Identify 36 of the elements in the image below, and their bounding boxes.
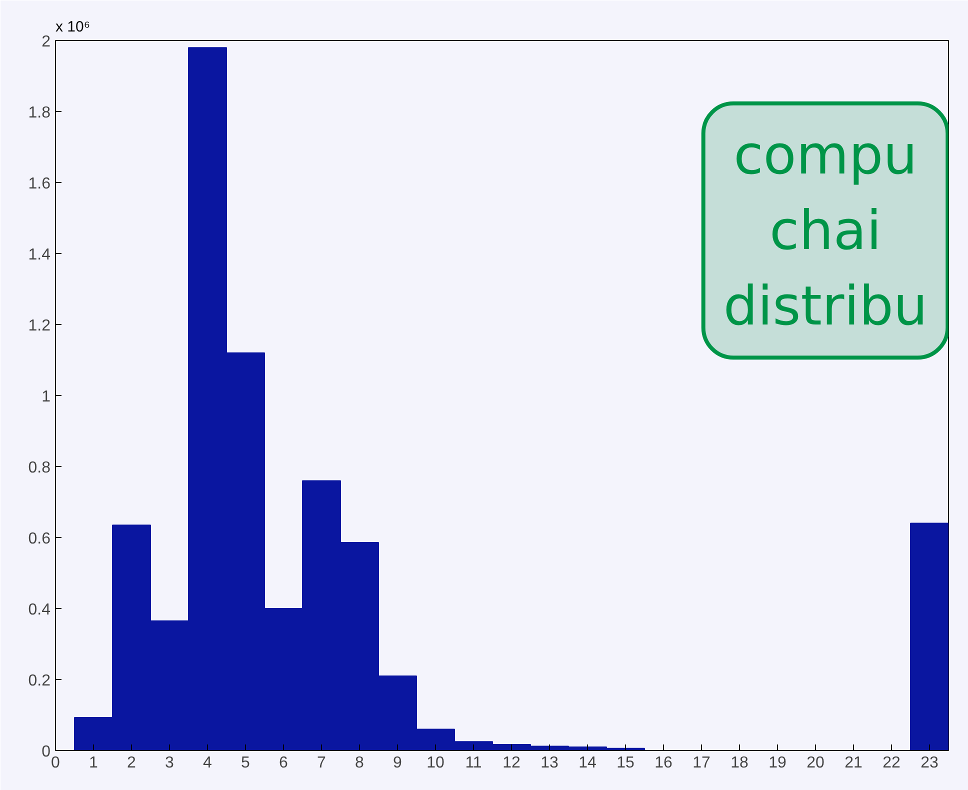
annotation: compu chai distribu <box>723 123 928 338</box>
x-tick-label: 23 <box>920 754 938 772</box>
x-tick-label: 11 <box>465 754 482 772</box>
x-tick-label: 5 <box>241 754 250 772</box>
y-tick-label: 2 <box>42 34 51 50</box>
y-tick-label: 1 <box>42 388 51 406</box>
x-tick-label: 10 <box>426 754 444 772</box>
y-tick-label: 1.6 <box>28 176 51 192</box>
x-tick-label: 2 <box>127 754 136 772</box>
x-tick-label: 15 <box>616 754 634 772</box>
y-tick-label: 1.8 <box>28 104 51 122</box>
x-tick-label: 19 <box>768 754 786 772</box>
y-tick-label: 1.4 <box>28 246 51 264</box>
x-tick-label: 1 <box>89 754 98 772</box>
x-tick-label: 22 <box>882 754 900 772</box>
x-tick-label: 6 <box>279 754 288 772</box>
x-tick-label: 21 <box>844 754 862 772</box>
x-tick-label: 9 <box>393 754 402 772</box>
x-tick-label: 12 <box>502 754 520 772</box>
y-tick-label: 0 <box>42 744 51 760</box>
text: x 10⁶ <box>56 18 90 36</box>
x-tick-label: 17 <box>692 754 710 772</box>
x-tick-label: 4 <box>203 754 212 772</box>
x-tick-label: 14 <box>578 754 596 772</box>
x-tick-label: 8 <box>355 754 364 772</box>
y-tick-label: 0.8 <box>28 460 51 476</box>
y-tick-label: 0.2 <box>28 672 51 690</box>
x-tick-label: 18 <box>730 754 748 772</box>
x-tick-label: 16 <box>654 754 672 772</box>
x-tick-label: 20 <box>806 754 824 772</box>
y-tick-label: 0.4 <box>28 602 51 618</box>
x-tick-label: 3 <box>165 754 174 772</box>
y-tick-label: 0.6 <box>28 530 51 548</box>
x-tick-label: 7 <box>317 754 326 772</box>
y-tick-label: 1.2 <box>28 318 51 334</box>
x-tick-label: 13 <box>540 754 558 772</box>
